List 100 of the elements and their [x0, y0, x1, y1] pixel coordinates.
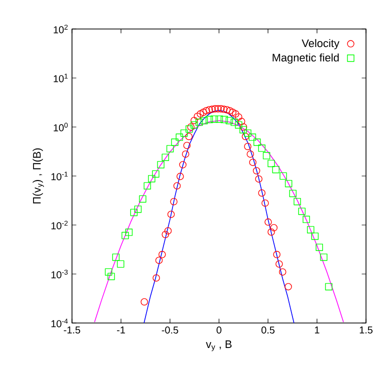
- point: [210, 115, 218, 123]
- x-tick-label: -1: [117, 326, 125, 334]
- point: [252, 167, 260, 174]
- point: [170, 198, 178, 206]
- point: [200, 116, 208, 124]
- point: [253, 138, 261, 146]
- point: [280, 172, 287, 180]
- point: [262, 199, 269, 207]
- point: [255, 175, 262, 183]
- point: [302, 216, 310, 224]
- x-tick-label: -0.5: [162, 326, 178, 334]
- point: [272, 166, 280, 174]
- point: [148, 175, 156, 182]
- point: [242, 132, 250, 140]
- point: [264, 218, 272, 226]
- y-axis-title: Π(v$_{y}$) , Π(B): [32, 148, 44, 204]
- point: [176, 172, 184, 180]
- point: [140, 298, 148, 306]
- point: [171, 138, 178, 146]
- point: [216, 115, 223, 123]
- point: [258, 189, 266, 197]
- y-tick-label: 10$^{2}$: [54, 24, 68, 34]
- point: [166, 145, 174, 152]
- point: [196, 118, 203, 126]
- point: [200, 108, 207, 116]
- point: [238, 118, 246, 126]
- point: [226, 116, 233, 124]
- point: [162, 154, 170, 162]
- point: [316, 244, 323, 251]
- point: [278, 268, 286, 276]
- y-tick-label: 10$^{0}$: [54, 122, 68, 132]
- point: [130, 208, 138, 216]
- point: [226, 107, 234, 114]
- point: [190, 121, 198, 129]
- point: [185, 132, 193, 140]
- point: [155, 256, 163, 264]
- point: [273, 250, 280, 258]
- point: [116, 260, 124, 268]
- point: [202, 107, 210, 114]
- point: [325, 283, 332, 290]
- point: [217, 105, 225, 112]
- point: [240, 123, 248, 131]
- point: [152, 170, 160, 178]
- x-tick-label: 1: [314, 326, 320, 334]
- point: [206, 116, 213, 124]
- point: [284, 283, 292, 290]
- point: [104, 268, 112, 276]
- point: [208, 106, 216, 113]
- point: [167, 210, 175, 218]
- point: [196, 110, 204, 118]
- point: [276, 260, 283, 268]
- point: [232, 110, 240, 118]
- point: [230, 118, 238, 126]
- point: [122, 232, 129, 240]
- point: [214, 105, 222, 112]
- point: [220, 116, 228, 124]
- point: [176, 134, 184, 141]
- x-tick-label: 1.5: [360, 326, 373, 334]
- point: [162, 230, 170, 238]
- point: [139, 195, 146, 203]
- point: [262, 152, 270, 160]
- point: [268, 160, 275, 168]
- line-series: [94, 120, 344, 323]
- point: [157, 161, 164, 168]
- point: [268, 228, 275, 236]
- point: [183, 142, 191, 150]
- point: [284, 180, 292, 188]
- point: [234, 113, 242, 121]
- y-tick-label: 10$^{-3}$: [51, 270, 68, 278]
- x-tick-label: 0.5: [261, 326, 275, 334]
- point: [244, 129, 252, 137]
- point: [229, 108, 236, 116]
- point: [173, 182, 181, 190]
- point: [211, 105, 219, 112]
- point: [234, 121, 242, 129]
- point: [248, 134, 256, 141]
- point: [158, 250, 166, 258]
- point: [289, 190, 297, 198]
- y-tick-label: 10$^{1}$: [54, 74, 68, 82]
- x-tick-label: 0: [216, 326, 222, 334]
- point: [190, 116, 198, 124]
- point: [144, 182, 151, 190]
- point: [246, 150, 254, 158]
- point: [206, 106, 213, 114]
- point: [258, 144, 266, 152]
- point: [194, 112, 202, 120]
- point: [164, 227, 172, 234]
- point: [244, 142, 252, 150]
- point: [320, 254, 328, 261]
- y-tick-label: 10$^{-2}$: [51, 220, 68, 230]
- point: [239, 126, 247, 134]
- point: [223, 106, 230, 114]
- point: [108, 272, 115, 280]
- point: [134, 206, 142, 213]
- point: [180, 129, 188, 137]
- point: [249, 158, 256, 166]
- point: [220, 106, 228, 113]
- point: [179, 161, 186, 168]
- point: [125, 228, 133, 236]
- y-tick-label: 10$^{-1}$: [51, 172, 68, 180]
